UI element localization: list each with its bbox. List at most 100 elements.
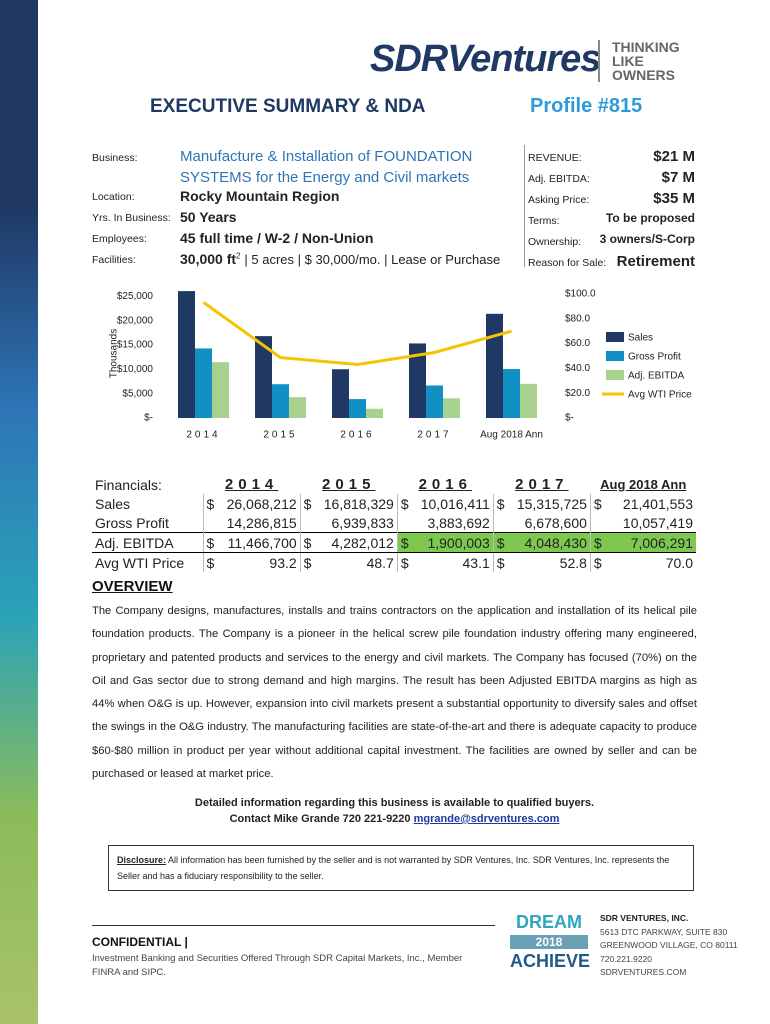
currency: $: [206, 495, 215, 512]
badge-text: ACHIEVE: [510, 951, 591, 971]
bar: [520, 383, 537, 418]
amount: 16,818,329: [323, 495, 394, 512]
info-label: Employees:: [92, 233, 147, 245]
legend-label: Gross Profit: [628, 352, 681, 363]
bar: [289, 397, 306, 418]
amount: 4,282,012: [331, 534, 394, 551]
bar: [443, 398, 460, 418]
tagline-line: LIKE: [612, 53, 644, 69]
address: SDR VENTURES, INC. 5613 DTC PARKWAY, SUI…: [600, 912, 738, 980]
bar: [212, 362, 229, 418]
line: [202, 301, 512, 367]
table-cell: $7,006,291: [589, 532, 696, 553]
table-cell: $70.0: [589, 552, 696, 572]
y-tick-label: $15,000: [117, 340, 154, 351]
table-cell: $43.1: [396, 552, 494, 572]
table-cell: 3,883,692: [396, 513, 494, 533]
table-cell: 6,678,600: [492, 513, 591, 533]
amount: 70.0: [665, 554, 693, 571]
year-header: Aug 2018 Ann: [600, 477, 687, 492]
profile-number: Profile #815: [530, 95, 643, 117]
bar: [255, 336, 272, 418]
y-tick-label: $20,000: [117, 315, 154, 326]
currency: $: [496, 554, 505, 571]
currency: $: [303, 495, 312, 512]
currency: $: [206, 534, 215, 551]
table-cell: $4,282,012: [299, 532, 398, 553]
year-header: 2014: [224, 476, 279, 493]
bar: [195, 348, 212, 418]
company-name: SDR VENTURES, INC.: [600, 913, 689, 923]
currency: $: [400, 495, 409, 512]
currency: $: [303, 534, 312, 551]
amount: 6,939,833: [331, 514, 394, 531]
info-label: Adj. EBITDA:: [528, 173, 590, 185]
y2-tick-label: $60.0: [565, 338, 590, 349]
info-label: Reason for Sale:: [528, 257, 607, 269]
currency: $: [593, 554, 602, 571]
currency: $: [496, 495, 505, 512]
info-value: Rocky Mountain Region: [180, 188, 340, 204]
legend-swatch: [606, 332, 624, 342]
y-tick-label: $25,000: [117, 291, 154, 302]
currency: $: [400, 534, 409, 551]
bar: [349, 399, 366, 418]
info-value: 45 full time / W-2 / Non-Union: [180, 230, 374, 246]
legend-label: Sales: [628, 333, 653, 344]
chart: $- $5,000 $10,000 $15,000 $20,000 $25,000 $- $2…: [109, 289, 693, 441]
facility-detail: | 5 acres | $ 30,000/mo. | Lease or Purc…: [244, 252, 501, 267]
email-link[interactable]: mgrande@sdrventures.com: [413, 813, 560, 825]
info-value: 50 Years: [180, 209, 237, 225]
address-line: GREENWOOD VILLAGE, CO 80111: [600, 940, 738, 950]
x-tick-label: Aug 2018 Ann: [480, 430, 543, 441]
row-label: Gross Profit: [95, 514, 169, 531]
disclosure-text: All information has been furnished by th…: [117, 855, 670, 881]
info-value: 3 owners/S-Corp: [599, 232, 695, 246]
address-line: 720.221.9220: [600, 953, 652, 964]
currency: $: [303, 554, 312, 571]
info-label: Location:: [92, 191, 135, 203]
row-label: Sales: [95, 495, 131, 512]
table-cell: 14,286,815: [202, 513, 301, 533]
amount: 48.7: [366, 554, 394, 571]
row-label: Adj. EBITDA: [92, 532, 203, 553]
divider: [524, 145, 525, 267]
bar: [272, 384, 289, 418]
x-tick-label: 2016: [340, 430, 374, 441]
section-title: OVERVIEW: [92, 578, 173, 595]
bar: [486, 313, 503, 418]
y-axis-title: Thousands: [109, 329, 120, 378]
table-cell: $4,048,430: [492, 532, 591, 553]
amount: 10,016,411: [420, 495, 490, 512]
currency: $: [496, 534, 505, 551]
legal-text: Investment Banking and Securities Offere…: [92, 953, 463, 978]
side-stripe: [0, 0, 38, 1024]
year-header: 2016: [418, 476, 472, 493]
contact-name: Contact Mike Grande 720 221-9220: [229, 813, 411, 825]
logo: SDRVentures: [370, 38, 601, 80]
badge-text: 2018: [510, 935, 588, 949]
amount: 93.2: [269, 554, 297, 571]
row-label: Avg WTI Price: [95, 554, 185, 571]
table-cell: $1,900,003: [396, 532, 494, 553]
info-label: Business:: [92, 152, 138, 164]
y2-tick-label: $100.0: [565, 289, 596, 300]
info-label: Asking Price:: [528, 194, 590, 206]
bar: [178, 291, 195, 418]
amount: 10,057,419: [622, 514, 693, 531]
badge-text: DREAM: [516, 912, 582, 932]
legend-label: Avg WTI Price: [628, 390, 692, 401]
y2-tick-label: $80.0: [565, 313, 590, 324]
table-cell: $11,466,700: [202, 532, 301, 553]
table-cell: $26,068,212: [202, 494, 301, 513]
financials-table: Financials: 2014 2015 2016 2017 Aug 2018 Ann S…: [92, 475, 696, 572]
info-value: Manufacture & Installation of FOUNDATION…: [180, 148, 473, 186]
legend-swatch: [606, 351, 624, 361]
bar: [426, 385, 443, 418]
amount: 26,068,212: [226, 495, 297, 512]
amount: 4,048,430: [524, 534, 587, 551]
title: EXECUTIVE SUMMARY & NDA: [150, 96, 426, 117]
table-cell: 10,057,419: [589, 513, 696, 533]
table-cell: $15,315,725: [492, 494, 591, 513]
